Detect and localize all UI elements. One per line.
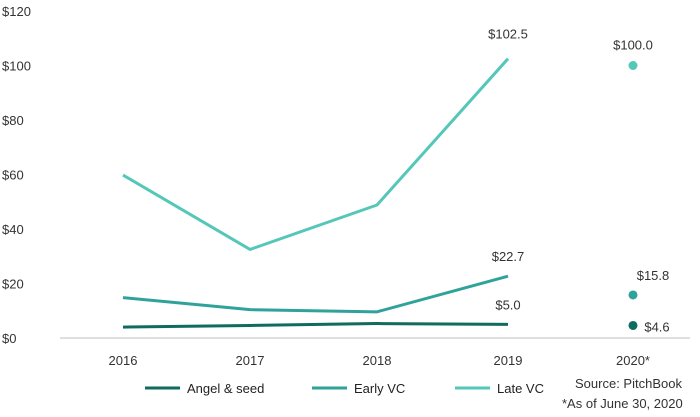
legend-label-1: Early VC: [354, 381, 405, 396]
x-tick-label: 2020*: [616, 353, 650, 368]
series-line-2: [122, 57, 510, 251]
y-tick-label: $60: [2, 168, 24, 183]
x-tick-label: 2018: [363, 353, 392, 368]
source-note: Source: PitchBook: [575, 376, 682, 391]
data-label: $100.0: [613, 38, 653, 53]
data-label: $4.6: [644, 319, 669, 334]
series-line-1: [122, 274, 509, 314]
data-label: $15.8: [637, 268, 670, 283]
series-points-2020: [628, 61, 638, 330]
x-tick-label: 2016: [109, 353, 138, 368]
series-point-2020-2: [628, 61, 638, 70]
y-tick-label: $20: [2, 277, 24, 292]
data-labels: $5.0 $4.6 $22.7 $15.8 $102.5 $100.0: [488, 27, 670, 335]
y-tick-label: $100: [2, 59, 31, 74]
series-point-2020-0: [628, 320, 638, 330]
y-tick-label: $80: [2, 113, 24, 128]
series-line-0: [122, 322, 509, 329]
x-axis-ticks: 2016 2017 2018 2019 2020*: [109, 353, 650, 368]
y-tick-label: $0: [2, 331, 16, 346]
y-axis-ticks: $0 $20 $40 $60 $80 $100 $120: [2, 4, 31, 346]
legend-label-0: Angel & seed: [187, 381, 264, 396]
data-label: $22.7: [492, 249, 525, 264]
legend-label-2: Late VC: [497, 381, 544, 396]
data-label: $5.0: [495, 297, 520, 312]
y-tick-label: $40: [2, 222, 24, 237]
x-tick-label: 2017: [236, 353, 265, 368]
x-tick-label: 2019: [494, 353, 523, 368]
series-point-2020-1: [628, 290, 638, 300]
legend: Angel & seed Early VC Late VC: [145, 381, 544, 396]
y-tick-label: $120: [2, 4, 31, 19]
series-lines: [122, 57, 510, 329]
asof-note: *As of June 30, 2020: [562, 396, 683, 411]
data-label: $102.5: [488, 27, 528, 42]
